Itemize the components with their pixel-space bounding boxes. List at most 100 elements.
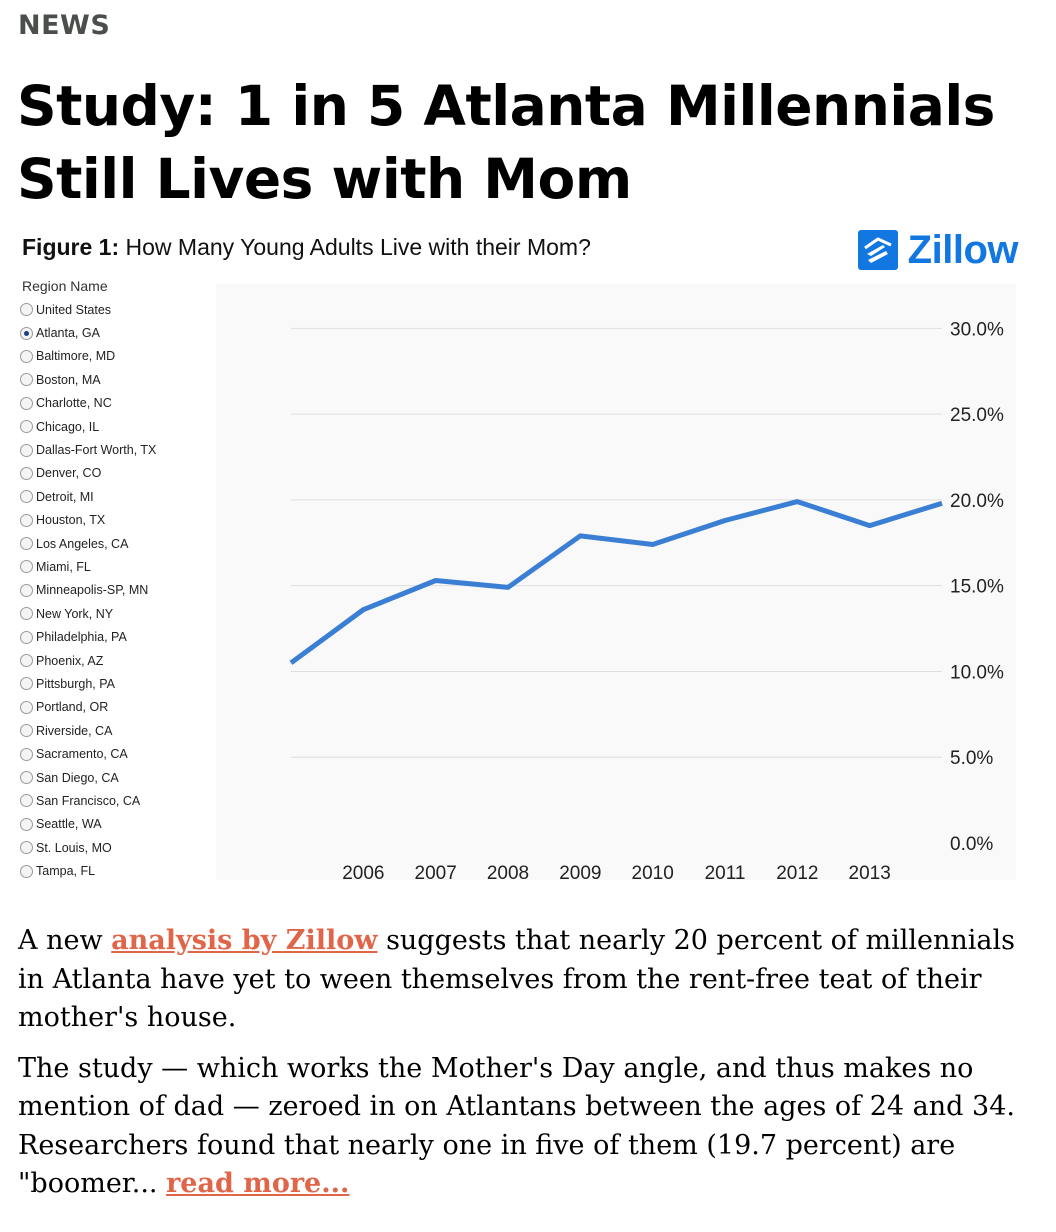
region-label: Atlanta, GA (36, 326, 100, 341)
region-option[interactable]: Riverside, CA (20, 719, 216, 742)
region-option[interactable]: Denver, CO (20, 462, 216, 485)
region-label: Riverside, CA (36, 723, 113, 738)
zillow-figure: Figure 1: How Many Young Adults Live wit… (16, 222, 1020, 886)
region-radio[interactable] (20, 700, 33, 714)
region-radio[interactable] (20, 490, 33, 504)
x-tick-label: 2009 (559, 863, 601, 880)
region-radio[interactable] (20, 466, 33, 480)
region-radio[interactable] (20, 396, 33, 410)
region-label: Dallas-Fort Worth, TX (36, 443, 157, 458)
x-tick-label: 2010 (632, 863, 674, 880)
region-option[interactable]: Portland, OR (20, 696, 216, 719)
region-label: Miami, FL (36, 559, 91, 574)
region-option[interactable]: San Diego, CA (20, 766, 216, 789)
region-label: Pittsburgh, PA (36, 676, 115, 691)
region-radio[interactable] (20, 373, 33, 387)
region-label: St. Louis, MO (36, 840, 112, 855)
y-tick-label: 20.0% (950, 491, 1004, 512)
region-radio[interactable] (20, 817, 33, 831)
chart-svg: 0.0% 5.0% 10.0% 15.0% 20.0% 25.0% 30.0% 2006 200… (289, 319, 1004, 880)
y-tick-label: 15.0% (950, 577, 1004, 598)
region-option[interactable]: Tampa, FL (20, 859, 216, 882)
x-tick-label: 2008 (487, 863, 529, 880)
region-radio[interactable] (20, 794, 33, 808)
region-option[interactable]: Houston, TX (20, 509, 216, 532)
series-line (289, 499, 943, 665)
region-radio[interactable] (20, 443, 33, 457)
analysis-link[interactable]: analysis by Zillow (111, 925, 378, 956)
region-radio[interactable] (20, 513, 33, 527)
p1-after: suggests that nearly 20 percent of mille… (18, 925, 1015, 1033)
region-option[interactable]: Philadelphia, PA (20, 625, 216, 648)
region-option[interactable]: New York, NY (20, 602, 216, 625)
region-radio[interactable] (20, 607, 33, 621)
region-option[interactable]: Baltimore, MD (20, 345, 216, 368)
region-option[interactable]: Seattle, WA (20, 813, 216, 836)
region-label: Baltimore, MD (36, 349, 116, 364)
y-tick-label: 25.0% (950, 405, 1004, 426)
region-option[interactable]: Los Angeles, CA (20, 532, 216, 555)
region-label: San Diego, CA (36, 770, 119, 785)
region-option[interactable]: Boston, MA (20, 368, 216, 391)
region-label: Houston, TX (36, 513, 106, 528)
region-label: Denver, CO (36, 466, 102, 481)
region-option[interactable]: Miami, FL (20, 555, 216, 578)
x-tick-label: 2012 (776, 863, 818, 880)
region-option[interactable]: Atlanta, GA (20, 321, 216, 344)
region-label: Los Angeles, CA (36, 536, 129, 551)
region-option[interactable]: Charlotte, NC (20, 392, 216, 415)
region-radio[interactable] (20, 724, 33, 738)
x-tick-label: 2007 (415, 863, 457, 880)
section-label[interactable]: NEWS (18, 10, 111, 41)
region-label: San Francisco, CA (36, 793, 141, 808)
region-label: New York, NY (36, 606, 114, 621)
region-label: United States (36, 302, 112, 317)
region-radio[interactable] (20, 537, 33, 551)
region-radio[interactable] (20, 747, 33, 761)
region-label: Philadelphia, PA (36, 630, 127, 645)
region-radio[interactable] (20, 303, 33, 317)
region-label: Seattle, WA (36, 817, 102, 832)
region-radio[interactable] (20, 326, 33, 340)
region-radio[interactable] (20, 841, 33, 855)
x-tick-label: 2011 (705, 863, 746, 880)
region-radio[interactable] (20, 630, 33, 644)
article-body: A new analysis by Zillow suggests that n… (18, 922, 1038, 1216)
region-heading: Region Name (22, 278, 108, 294)
region-option[interactable]: Chicago, IL (20, 415, 216, 438)
region-radio[interactable] (20, 420, 33, 434)
headline[interactable]: Study: 1 in 5 Atlanta Millennials Still … (17, 74, 995, 211)
region-radio[interactable] (20, 654, 33, 668)
region-radio[interactable] (20, 864, 33, 878)
region-selector: Region Name United States Atlanta, GA Balt… (20, 278, 216, 883)
region-option[interactable]: Detroit, MI (20, 485, 216, 508)
figure-title: Figure 1: How Many Young Adults Live wit… (22, 234, 591, 261)
p1-before: A new (18, 925, 112, 956)
region-option[interactable]: Pittsburgh, PA (20, 672, 216, 695)
x-tick-label: 2013 (849, 863, 891, 880)
zillow-logo[interactable]: Zillow (857, 226, 1019, 274)
zillow-house-icon (857, 230, 898, 270)
region-radio[interactable] (20, 677, 33, 691)
region-label: Detroit, MI (36, 489, 94, 504)
region-radio[interactable] (20, 349, 33, 363)
region-list: United States Atlanta, GA Baltimore, MD Bos… (20, 298, 216, 883)
region-radio[interactable] (20, 771, 33, 784)
figure-title-text: How Many Young Adults Live with their Mo… (119, 234, 591, 260)
y-tick-label: 10.0% (950, 662, 1004, 683)
region-option[interactable]: Phoenix, AZ (20, 649, 216, 672)
region-option[interactable]: United States (20, 298, 216, 321)
y-tick-label: 5.0% (950, 748, 993, 769)
read-more-link[interactable]: read more... (166, 1168, 350, 1199)
figure-number: Figure 1: (22, 234, 120, 260)
p2-text: The study — which works the Mother's Day… (18, 1052, 1015, 1200)
region-option[interactable]: Minneapolis-SP, MN (20, 579, 216, 602)
region-radio[interactable] (20, 583, 33, 597)
region-option[interactable]: San Francisco, CA (20, 789, 216, 812)
region-option[interactable]: Sacramento, CA (20, 742, 216, 765)
region-option[interactable]: Dallas-Fort Worth, TX (20, 438, 216, 461)
region-radio[interactable] (20, 560, 33, 574)
region-label: Charlotte, NC (36, 396, 112, 411)
region-label: Boston, MA (36, 372, 101, 387)
region-option[interactable]: St. Louis, MO (20, 836, 216, 859)
